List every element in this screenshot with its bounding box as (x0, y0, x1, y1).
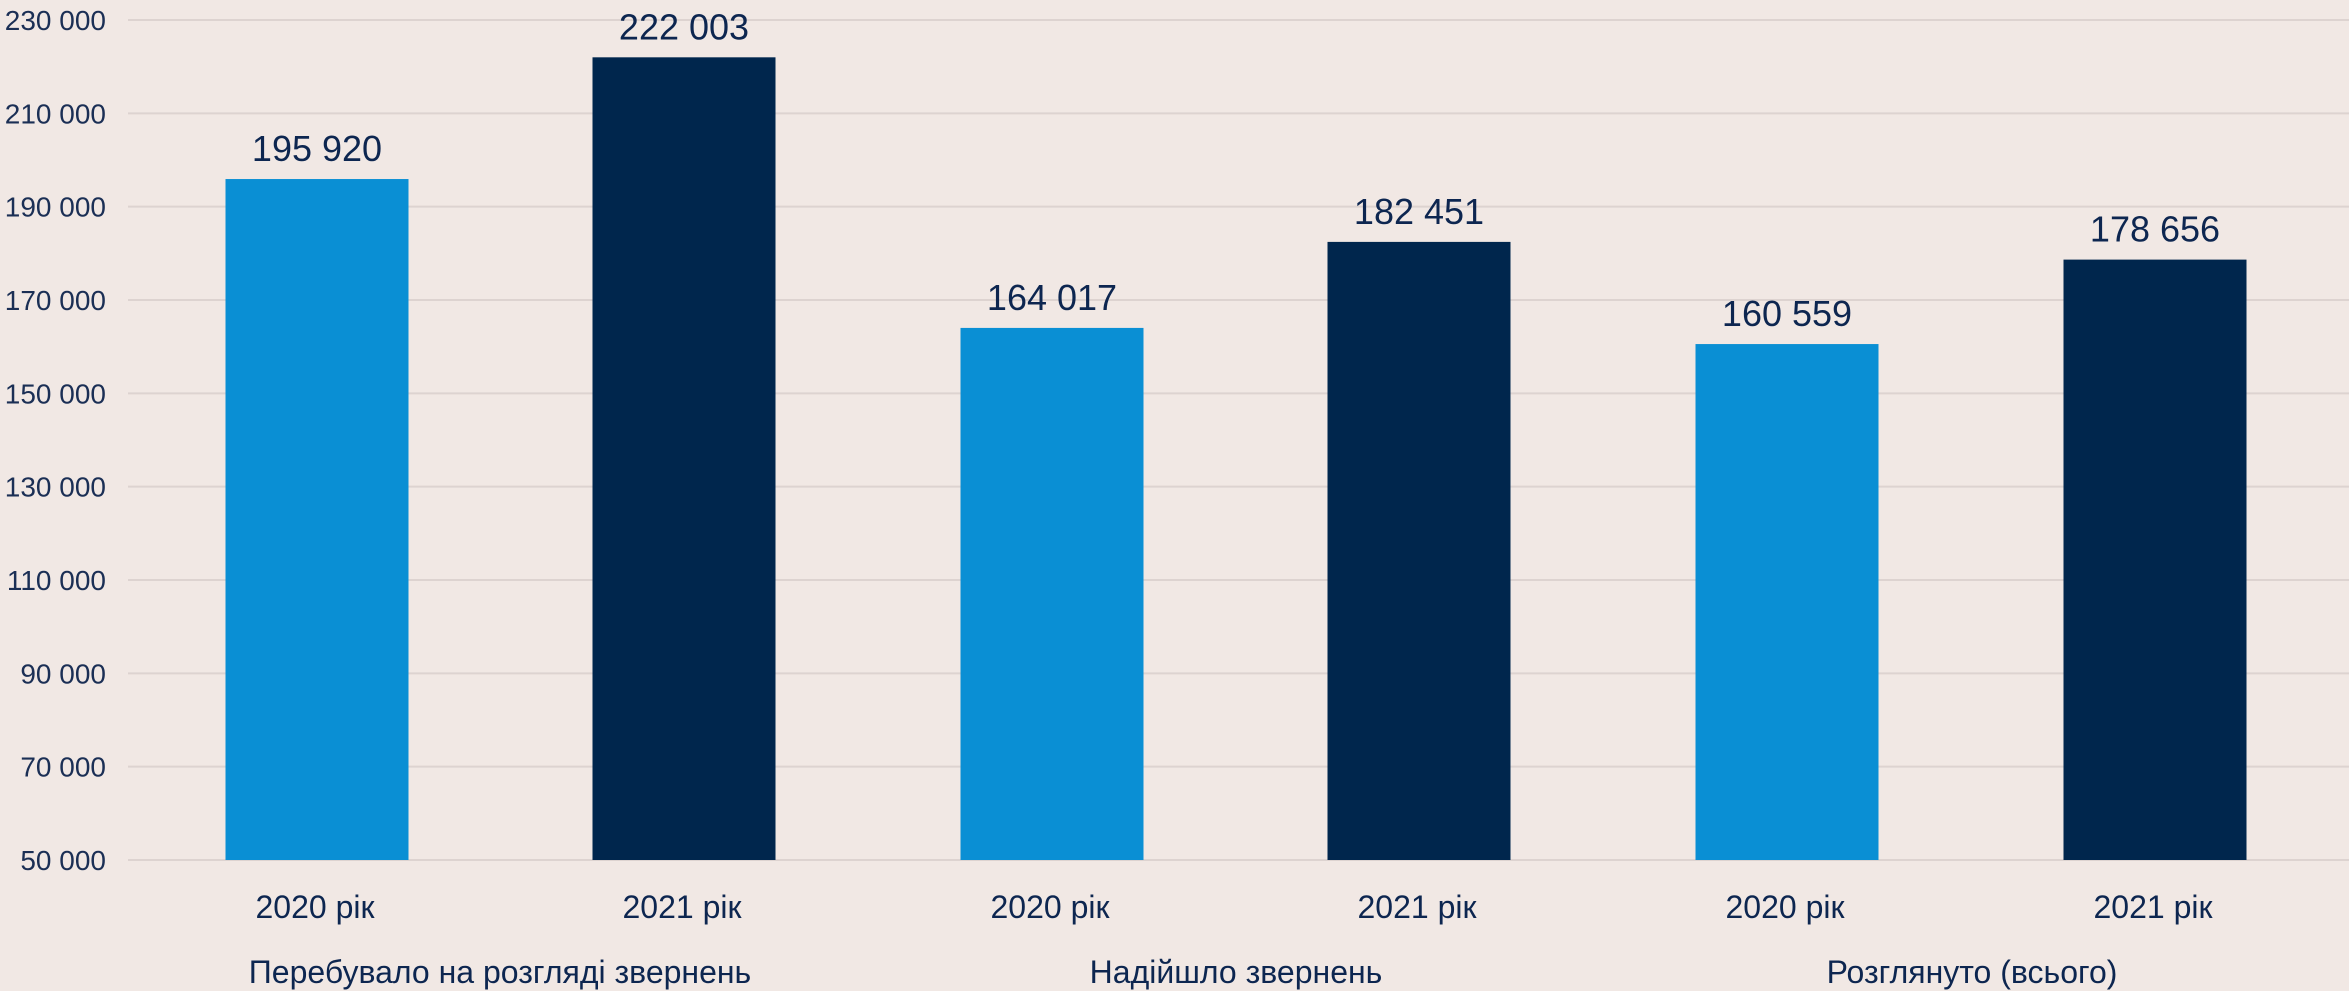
bar-2-2 (1327, 241, 1511, 861)
x-category-label: 2021 рік (623, 889, 743, 925)
y-tick-label: 50 000 (20, 845, 106, 876)
x-category-label: 2020 рік (991, 889, 1111, 925)
y-tick-label: 110 000 (7, 565, 106, 596)
y-tick-label: 70 000 (20, 752, 106, 783)
bar-value-label: 178 656 (2090, 209, 2220, 250)
y-tick-label: 170 000 (5, 285, 106, 316)
bar-1-1 (225, 179, 409, 861)
bar-3-2 (2063, 259, 2247, 860)
bar-value-label: 160 559 (1722, 293, 1852, 334)
x-category-labels: 2020 рік 2021 рік 2020 рік 2021 рік 2020 рік… (256, 889, 2214, 925)
bar-value-label: 222 003 (619, 6, 749, 47)
group-label: Розглянуто (всього) (1827, 954, 2118, 990)
x-category-label: 2021 рік (1358, 889, 1478, 925)
y-tick-label: 210 000 (5, 98, 106, 129)
bar-1-2 (592, 57, 776, 860)
y-tick-label: 130 000 (5, 472, 106, 503)
bar-value-label: 182 451 (1354, 191, 1484, 232)
x-category-label: 2021 рік (2094, 889, 2214, 925)
y-tick-label: 190 000 (5, 192, 106, 223)
group-label: Надійшло звернень (1090, 954, 1383, 990)
y-tick-label: 150 000 (5, 378, 106, 409)
bars-layer (225, 57, 2247, 861)
y-tick-label: 230 000 (5, 5, 106, 36)
bar-value-label: 195 920 (252, 128, 382, 169)
grid-layer (128, 19, 2349, 861)
group-label: Перебувало на розгляді звернень (249, 954, 751, 990)
y-axis-ticks: 50 000 70 000 90 000 110 000 130 000 150 000 1… (5, 5, 106, 876)
y-tick-label: 90 000 (20, 658, 106, 689)
bar-value-label: 164 017 (987, 277, 1117, 318)
x-category-label: 2020 рік (1726, 889, 1846, 925)
value-labels-layer: 195 920 222 003 164 017 182 451 160 559 178 6… (252, 6, 2220, 334)
x-category-label: 2020 рік (256, 889, 376, 925)
bar-3-1 (1695, 344, 1879, 861)
group-labels: Перебувало на розгляді звернень Надійшло … (249, 954, 2118, 990)
bar-2-1 (960, 327, 1144, 860)
